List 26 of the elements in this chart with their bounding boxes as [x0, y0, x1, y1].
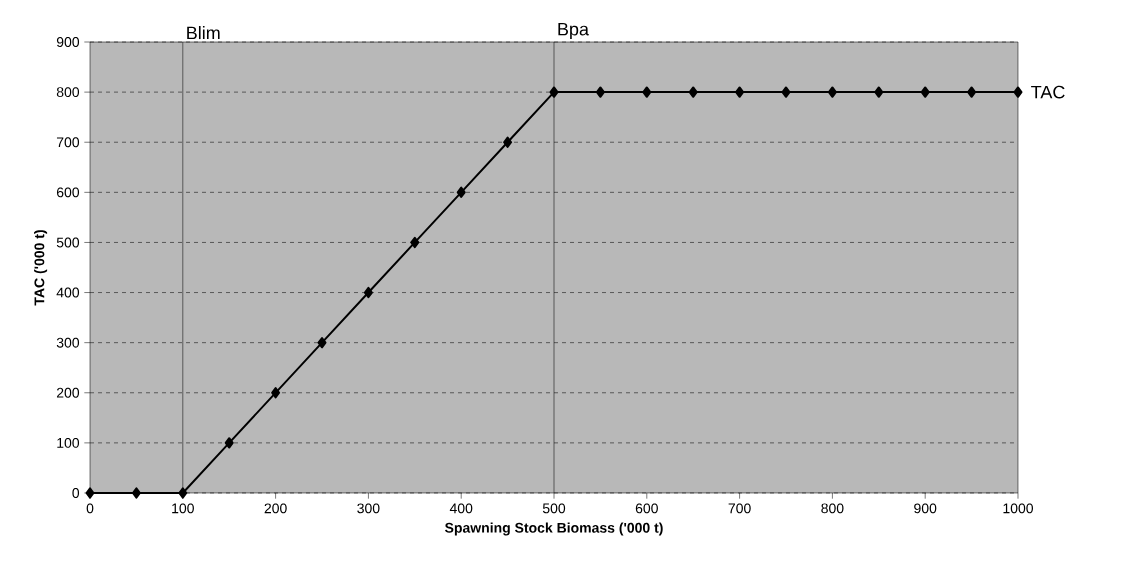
y-axis-title: TAC ('000 t) [34, 230, 48, 306]
ref-line-label: Blim [187, 26, 220, 40]
x-tick-label: 0 [86, 503, 94, 514]
series-label: TAC [1031, 85, 1065, 99]
x-axis-title: Spawning Stock Biomass ('000 t) [444, 522, 663, 536]
x-tick-label: 600 [635, 503, 658, 514]
y-tick-label: 300 [56, 337, 80, 348]
x-tick-label: 800 [821, 503, 844, 514]
x-tick-label: 300 [357, 503, 380, 514]
x-tick-label: 400 [449, 503, 473, 514]
ref-line-label: Bpa [558, 22, 589, 40]
x-tick-label: 200 [264, 503, 287, 514]
y-tick-label: 700 [56, 137, 80, 148]
y-tick-label: 600 [56, 187, 80, 198]
y-tick-label: 900 [56, 37, 80, 47]
x-tick-label: 1000 [1003, 503, 1034, 514]
y-tick-label: 100 [57, 437, 80, 448]
x-tick-label: 700 [728, 503, 751, 514]
y-tick-label: 400 [56, 287, 80, 298]
x-tick-label: 100 [172, 503, 194, 514]
y-tick-label: 500 [56, 237, 80, 248]
x-tick-label: 500 [542, 503, 566, 514]
x-tick-label: 900 [914, 503, 937, 514]
y-tick-label: 800 [56, 87, 80, 98]
y-tick-label: 200 [56, 387, 80, 398]
y-tick-label: 0 [72, 488, 80, 498]
